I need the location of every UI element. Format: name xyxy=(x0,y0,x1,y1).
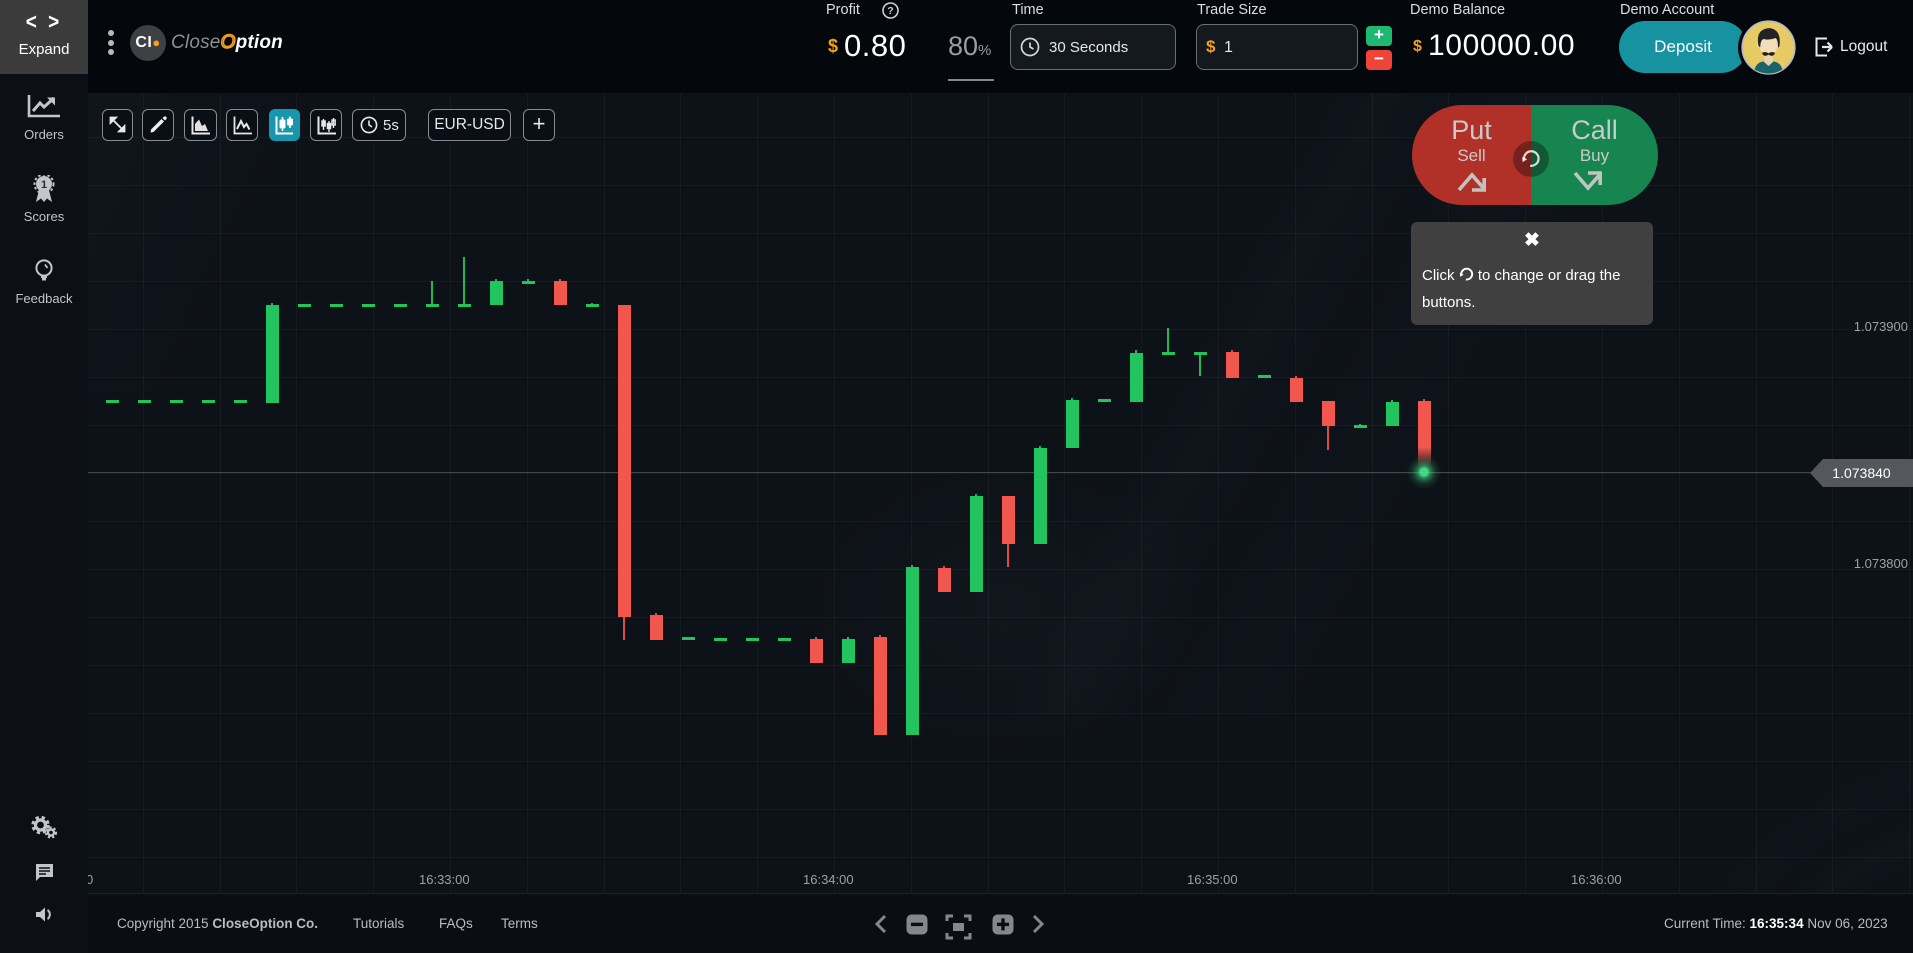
svg-text:?: ? xyxy=(887,5,893,17)
svg-text:1: 1 xyxy=(41,179,47,191)
